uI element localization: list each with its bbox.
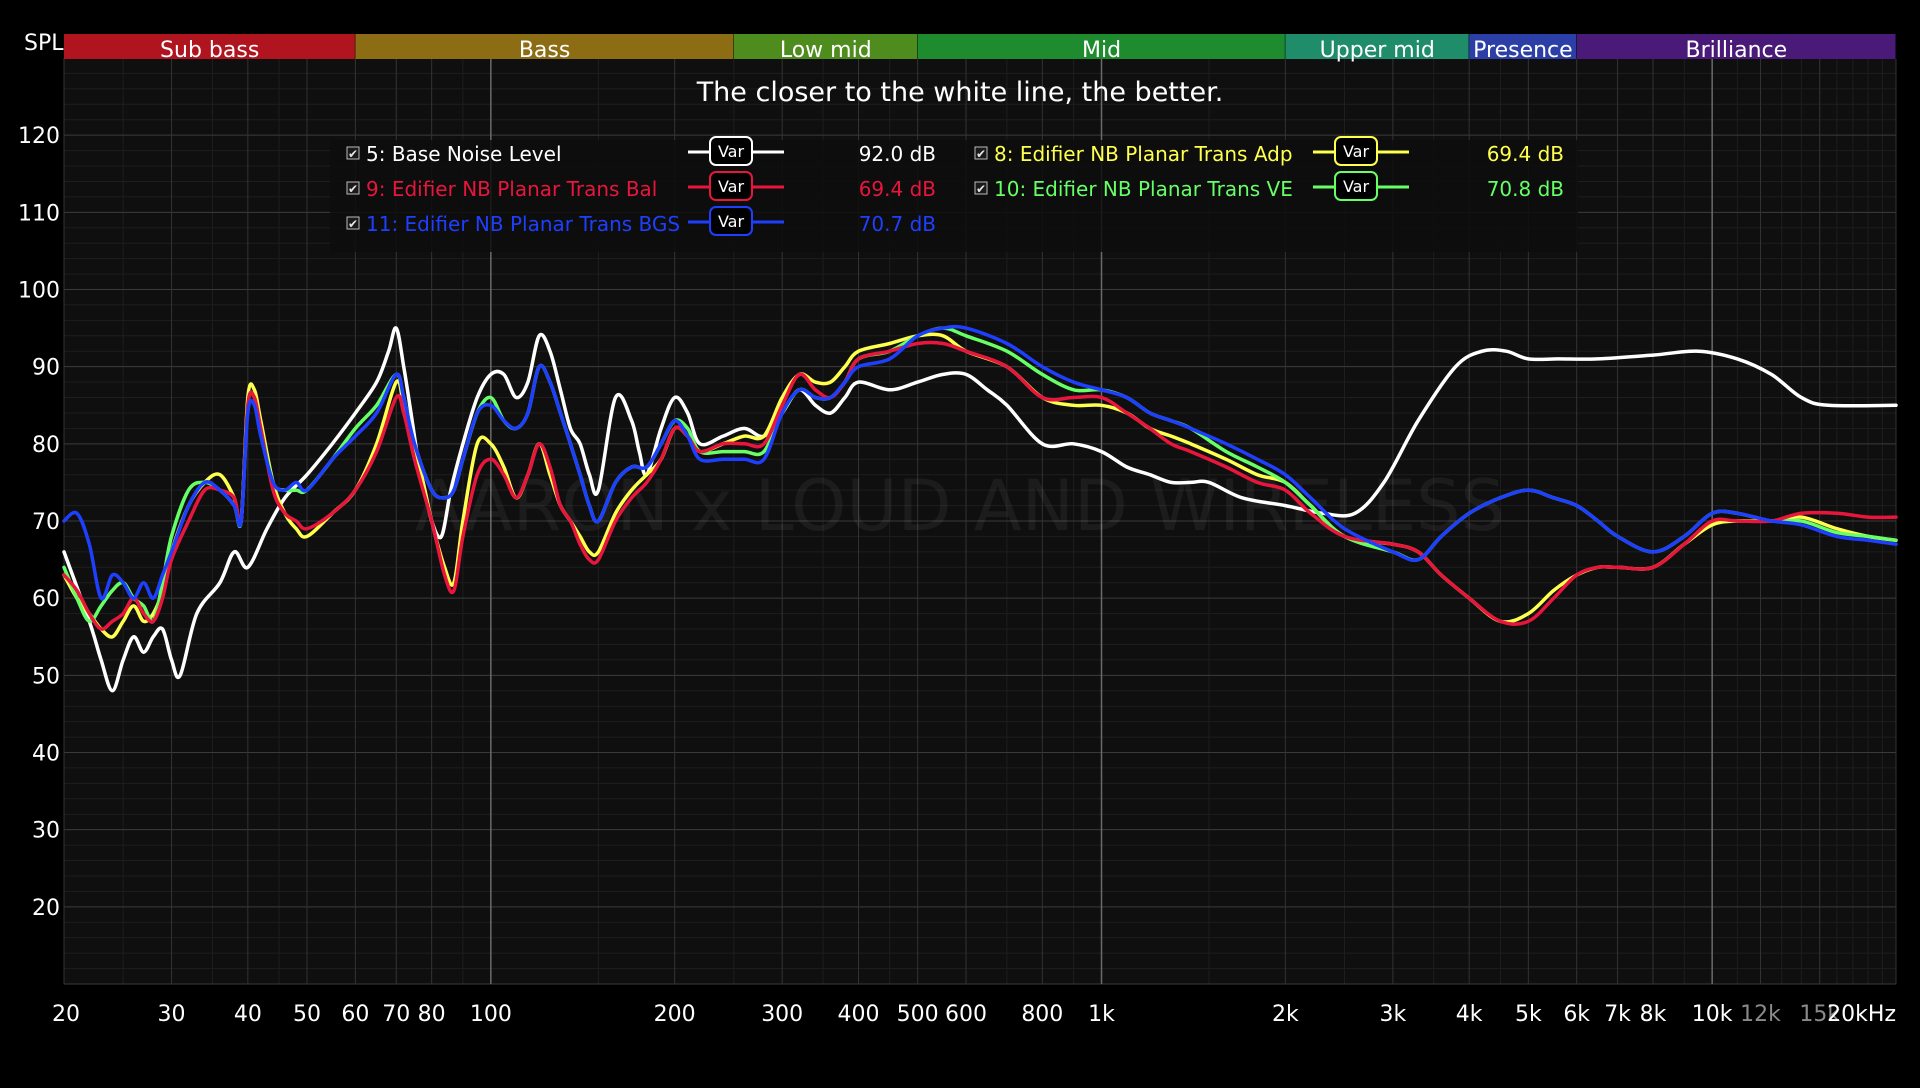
x-tick-label: 3k bbox=[1379, 1002, 1406, 1027]
checkmark-icon: ✔ bbox=[348, 217, 358, 231]
y-axis-label: SPL bbox=[24, 31, 64, 56]
band-label: Bass bbox=[519, 38, 571, 63]
variance-button[interactable] bbox=[1334, 136, 1378, 166]
x-tick-label: 70 bbox=[382, 1002, 410, 1027]
legend-level: 70.8 dB bbox=[1487, 177, 1564, 201]
y-tick-label: 40 bbox=[32, 742, 60, 767]
x-tick-label: 200 bbox=[654, 1002, 696, 1027]
legend-item[interactable]: ✔ 5: Base Noise Level Var 92.0 dB bbox=[346, 136, 936, 166]
legend-level: 69.4 dB bbox=[859, 177, 936, 201]
y-tick-label: 70 bbox=[32, 510, 60, 535]
series-line-11 bbox=[62, 324, 1898, 601]
variance-button-label: Var bbox=[718, 177, 745, 196]
x-tick-label: 800 bbox=[1021, 1002, 1063, 1027]
legend-level: 70.7 dB bbox=[859, 212, 936, 236]
x-tick-label: 300 bbox=[761, 1002, 803, 1027]
y-tick-label: 80 bbox=[32, 433, 60, 458]
variance-button-label: Var bbox=[1343, 142, 1370, 161]
series-lines bbox=[62, 324, 1898, 693]
x-tick-label: 6k bbox=[1563, 1002, 1590, 1027]
watermark: AARON x LOUD AND WIRELESS bbox=[415, 465, 1505, 547]
y-tick-label: 20 bbox=[32, 896, 60, 921]
y-tick-label: 110 bbox=[18, 201, 60, 226]
band-low-mid bbox=[733, 34, 918, 59]
variance-button[interactable] bbox=[1334, 171, 1378, 201]
x-tick-label: 12k bbox=[1740, 1002, 1781, 1027]
band-label: Presence bbox=[1473, 38, 1573, 63]
x-tick-label: 60 bbox=[341, 1002, 369, 1027]
legend: ✔ 5: Base Noise Level Var 92.0 dB ✔ 8: Edifie… bbox=[346, 136, 1564, 236]
legend-label: 5: Base Noise Level bbox=[366, 142, 562, 166]
x-tick-label: 10k bbox=[1692, 1002, 1733, 1027]
band-mid bbox=[917, 34, 1286, 59]
y-axis-ticks: 20 30 40 50 60 70 80 90 100 110 120 bbox=[18, 124, 60, 921]
legend-level: 92.0 dB bbox=[859, 142, 936, 166]
legend-label: 9: Edifier NB Planar Trans Bal bbox=[366, 177, 657, 201]
x-tick-label: 500 bbox=[897, 1002, 939, 1027]
y-tick-label: 30 bbox=[32, 819, 60, 844]
x-tick-label: 4k bbox=[1456, 1002, 1483, 1027]
legend-item[interactable]: ✔ 11: Edifier NB Planar Trans BGS Var 70.7 … bbox=[346, 206, 936, 236]
band-sub-bass bbox=[64, 34, 356, 59]
variance-button-label: Var bbox=[718, 212, 745, 231]
band-label: Mid bbox=[1082, 38, 1121, 63]
x-tick-label: 20kHz bbox=[1827, 1002, 1896, 1027]
legend-label: 11: Edifier NB Planar Trans BGS bbox=[366, 212, 680, 236]
band-bass bbox=[355, 34, 734, 59]
y-tick-label: 100 bbox=[18, 279, 60, 304]
band-label: Sub bass bbox=[160, 38, 259, 63]
y-tick-label: 60 bbox=[32, 587, 60, 612]
x-tick-label: 7k bbox=[1604, 1002, 1631, 1027]
variance-button-label: Var bbox=[718, 142, 745, 161]
x-tick-label: 2k bbox=[1272, 1002, 1299, 1027]
variance-button[interactable] bbox=[709, 206, 753, 236]
legend-label: 8: Edifier NB Planar Trans Adp bbox=[994, 142, 1293, 166]
band-label: Upper mid bbox=[1320, 38, 1435, 63]
band-upper-mid bbox=[1285, 34, 1470, 59]
legend-checkbox[interactable] bbox=[346, 181, 360, 195]
x-tick-label: 40 bbox=[234, 1002, 262, 1027]
legend-checkbox[interactable] bbox=[974, 181, 988, 195]
variance-button-label: Var bbox=[1343, 177, 1370, 196]
y-tick-label: 90 bbox=[32, 356, 60, 381]
x-tick-label: 400 bbox=[837, 1002, 879, 1027]
x-tick-label: 5k bbox=[1515, 1002, 1542, 1027]
frequency-bands: Sub bass Bass Low mid Mid Upper mid Presence B… bbox=[64, 34, 1897, 63]
legend-item[interactable]: ✔ 8: Edifier NB Planar Trans Adp Var 69.4 d… bbox=[974, 136, 1564, 166]
x-tick-label: 1k bbox=[1088, 1002, 1115, 1027]
x-tick-label: 600 bbox=[945, 1002, 987, 1027]
x-tick-label: 50 bbox=[293, 1002, 321, 1027]
y-tick-label: 50 bbox=[32, 664, 60, 689]
x-tick-label: 20 bbox=[52, 1002, 80, 1027]
checkmark-icon: ✔ bbox=[348, 147, 358, 161]
legend-item[interactable]: ✔ 10: Edifier NB Planar Trans VE Var 70.8 d… bbox=[974, 171, 1564, 201]
x-tick-label: 100 bbox=[470, 1002, 512, 1027]
x-tick-label: 80 bbox=[418, 1002, 446, 1027]
variance-button[interactable] bbox=[709, 171, 753, 201]
x-tick-label: 15k bbox=[1799, 1002, 1840, 1027]
variance-button[interactable] bbox=[709, 136, 753, 166]
legend-item[interactable]: ✔ 9: Edifier NB Planar Trans Bal Var 69.4 d… bbox=[346, 171, 936, 201]
legend-level: 69.4 dB bbox=[1487, 142, 1564, 166]
x-tick-label: 30 bbox=[158, 1002, 186, 1027]
checkmark-icon: ✔ bbox=[976, 147, 986, 161]
band-label: Brilliance bbox=[1686, 38, 1788, 63]
legend-checkbox[interactable] bbox=[974, 146, 988, 160]
legend-checkbox[interactable] bbox=[346, 216, 360, 230]
y-tick-label: 120 bbox=[18, 124, 60, 149]
checkmark-icon: ✔ bbox=[348, 182, 358, 196]
band-brilliance bbox=[1576, 34, 1896, 59]
chart-title: The closer to the white line, the better… bbox=[696, 77, 1224, 108]
x-tick-label: 8k bbox=[1640, 1002, 1667, 1027]
legend-checkbox[interactable] bbox=[346, 146, 360, 160]
x-axis-ticks: 20 30 40 50 60 70 80 100 200 300 400 500 600 800 1k 2k 3… bbox=[52, 1002, 1896, 1027]
band-presence bbox=[1469, 34, 1577, 59]
checkmark-icon: ✔ bbox=[976, 182, 986, 196]
legend-label: 10: Edifier NB Planar Trans VE bbox=[994, 177, 1293, 201]
band-label: Low mid bbox=[780, 38, 872, 63]
